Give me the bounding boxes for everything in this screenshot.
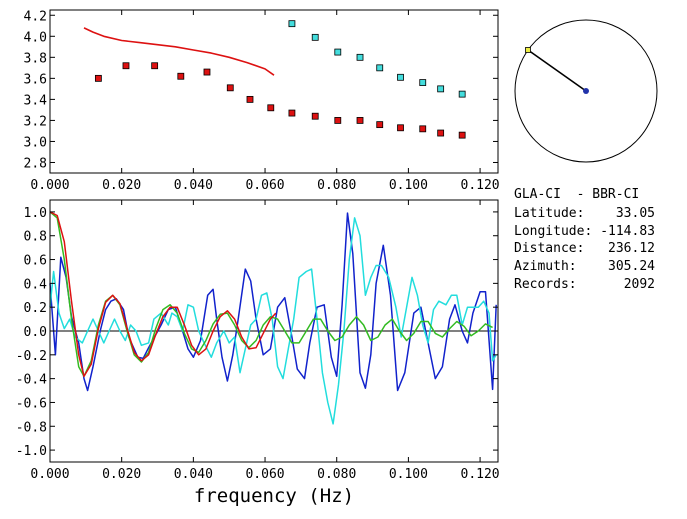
data-point-phase-squares (334, 48, 342, 56)
x-tick-label: 0.000 (30, 467, 69, 482)
series-line-trace-red (49, 211, 277, 378)
y-tick-label: -0.6 (16, 396, 47, 411)
series-line-dispersion-fit (83, 27, 275, 76)
y-tick-label: 0.6 (24, 254, 47, 269)
dispersion-plot-frame (49, 9, 499, 174)
longitude-value: -114.83 (600, 224, 655, 239)
y-tick-label: 3.4 (24, 93, 48, 108)
station-info: GLA-CI - BBR-CI Latitude: 33.05 Longitud… (514, 187, 655, 292)
data-point-group-squares (356, 117, 364, 124)
x-tick-label: 0.060 (245, 467, 284, 482)
event-marker (583, 88, 589, 94)
data-point-group-squares (203, 68, 211, 76)
data-point-phase-squares (376, 64, 384, 72)
data-point-group-squares (311, 112, 319, 120)
y-tick-label: 3.6 (24, 72, 47, 87)
distance-value: 236.12 (608, 241, 655, 256)
dispersion-axis-ticks: 0.000 0.020 0.040 0.060 0.080 0.100 0.120 2.8 3.… (24, 9, 500, 193)
y-tick-label: 3.2 (24, 114, 47, 129)
data-point-group-squares (376, 121, 384, 129)
azimuth-value: 305.24 (608, 259, 655, 274)
data-point-phase-squares (458, 90, 466, 98)
trace-series (49, 211, 497, 425)
data-point-group-squares (122, 62, 130, 70)
station-marker (525, 47, 531, 53)
station-pair: GLA-CI - BBR-CI (514, 187, 639, 202)
azimuth-needle (527, 49, 587, 92)
data-point-phase-squares (311, 33, 319, 41)
data-point-group-squares (419, 125, 427, 133)
azimuth-label: Azimuth: (514, 259, 577, 274)
x-tick-label: 0.100 (389, 467, 428, 482)
latitude-label: Latitude: (514, 206, 584, 221)
x-tick-label: 0.040 (174, 467, 213, 482)
y-tick-label: 4.2 (24, 9, 47, 24)
dial-circle (514, 19, 658, 163)
y-tick-label: 4.0 (24, 30, 47, 45)
data-point-group-squares (177, 72, 185, 80)
y-tick-label: 0.8 (24, 230, 47, 245)
y-tick-label: 0.2 (24, 301, 47, 316)
distance-label: Distance: (514, 241, 584, 256)
series-line-trace-cyan (49, 217, 497, 425)
data-point-group-squares (458, 131, 466, 139)
data-point-phase-squares (356, 53, 364, 61)
x-tick-label: 0.080 (317, 178, 356, 193)
dispersion-series (83, 20, 466, 139)
trace-axis-ticks: 0.000 0.020 0.040 0.060 0.080 0.100 0.120 1.0 0.… (16, 200, 500, 482)
data-point-group-squares (397, 124, 404, 132)
records-value: 2092 (624, 277, 655, 292)
data-point-group-squares (151, 62, 159, 70)
data-point-group-squares (94, 74, 102, 82)
data-point-phase-squares (437, 85, 445, 93)
x-tick-label: 0.120 (461, 467, 500, 482)
latitude-value: 33.05 (616, 206, 655, 221)
y-tick-label: -0.2 (16, 349, 47, 364)
data-point-group-squares (267, 104, 275, 112)
longitude-label: Longitude: (514, 224, 592, 239)
x-tick-label: 0.020 (102, 178, 141, 193)
data-point-group-squares (437, 129, 445, 137)
records-label: Records: (514, 277, 577, 292)
data-point-group-squares (334, 117, 342, 124)
x-tick-label: 0.000 (30, 178, 69, 193)
azimuth-dial (514, 19, 658, 163)
y-tick-label: -0.8 (16, 420, 47, 435)
data-point-group-squares (288, 109, 296, 117)
data-point-phase-squares (288, 20, 296, 28)
data-point-phase-squares (397, 73, 404, 81)
x-tick-label: 0.120 (461, 178, 500, 193)
y-tick-label: 3.0 (24, 135, 47, 150)
data-point-group-squares (246, 95, 254, 103)
x-tick-label: 0.080 (317, 467, 356, 482)
x-tick-label: 0.040 (174, 178, 213, 193)
trace-panel: 0.000 0.020 0.040 0.060 0.080 0.100 0.120 1.0 0.… (16, 199, 500, 507)
x-tick-label: 0.060 (245, 178, 284, 193)
y-tick-label: 1.0 (24, 206, 47, 221)
y-tick-label: 0.0 (24, 325, 47, 340)
y-tick-label: -1.0 (16, 444, 47, 459)
data-point-phase-squares (419, 79, 427, 86)
y-tick-label: 3.8 (24, 51, 47, 66)
y-tick-label: 0.4 (24, 277, 48, 292)
y-tick-label: 2.8 (24, 156, 47, 171)
data-point-group-squares (226, 84, 234, 92)
series-line-trace-green (49, 211, 493, 378)
x-tick-label: 0.020 (102, 467, 141, 482)
y-tick-label: -0.4 (16, 373, 47, 388)
dispersion-panel: 0.000 0.020 0.040 0.060 0.080 0.100 0.120 2.8 3.… (24, 9, 500, 193)
x-tick-label: 0.100 (389, 178, 428, 193)
x-axis-label: frequency (Hz) (194, 485, 354, 507)
